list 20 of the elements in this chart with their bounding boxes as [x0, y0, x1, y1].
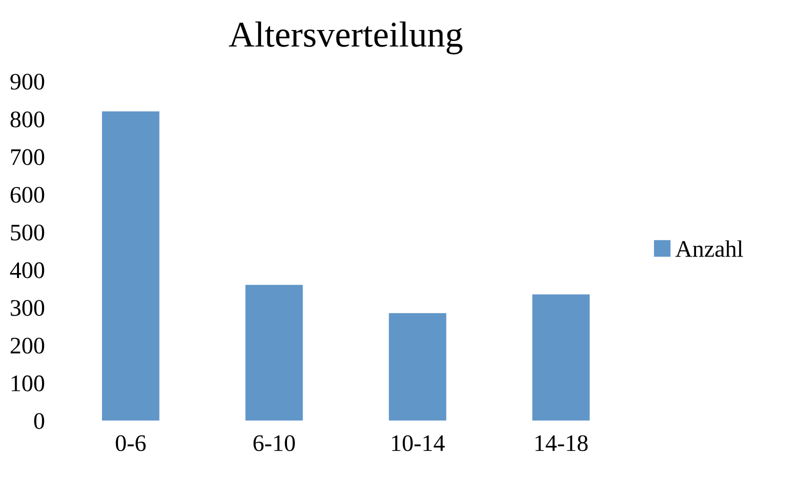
x-tick-label: 0-6 — [116, 435, 146, 452]
chart-title: Altersverteilung — [228, 21, 462, 54]
y-tick-label: 0 — [34, 413, 44, 430]
legend-label: Anzahl — [675, 240, 743, 257]
bar — [245, 284, 303, 421]
y-tick-label: 600 — [10, 186, 44, 203]
y-tick-label: 200 — [10, 338, 44, 354]
y-tick-label: 100 — [12, 375, 44, 392]
y-tick-label: 900 — [10, 74, 44, 90]
bar — [102, 111, 160, 421]
y-tick-label: 700 — [11, 149, 44, 166]
y-tick-label: 400 — [10, 262, 44, 278]
bar — [532, 294, 590, 421]
y-tick-label: 500 — [11, 224, 44, 241]
x-tick-label: 14-18 — [536, 435, 588, 452]
x-tick-label: 10-14 — [392, 435, 445, 452]
y-tick-label: 800 — [10, 111, 44, 128]
y-tick-label: 300 — [10, 300, 44, 316]
x-tick-label: 6-10 — [253, 435, 295, 452]
bar — [388, 313, 446, 421]
